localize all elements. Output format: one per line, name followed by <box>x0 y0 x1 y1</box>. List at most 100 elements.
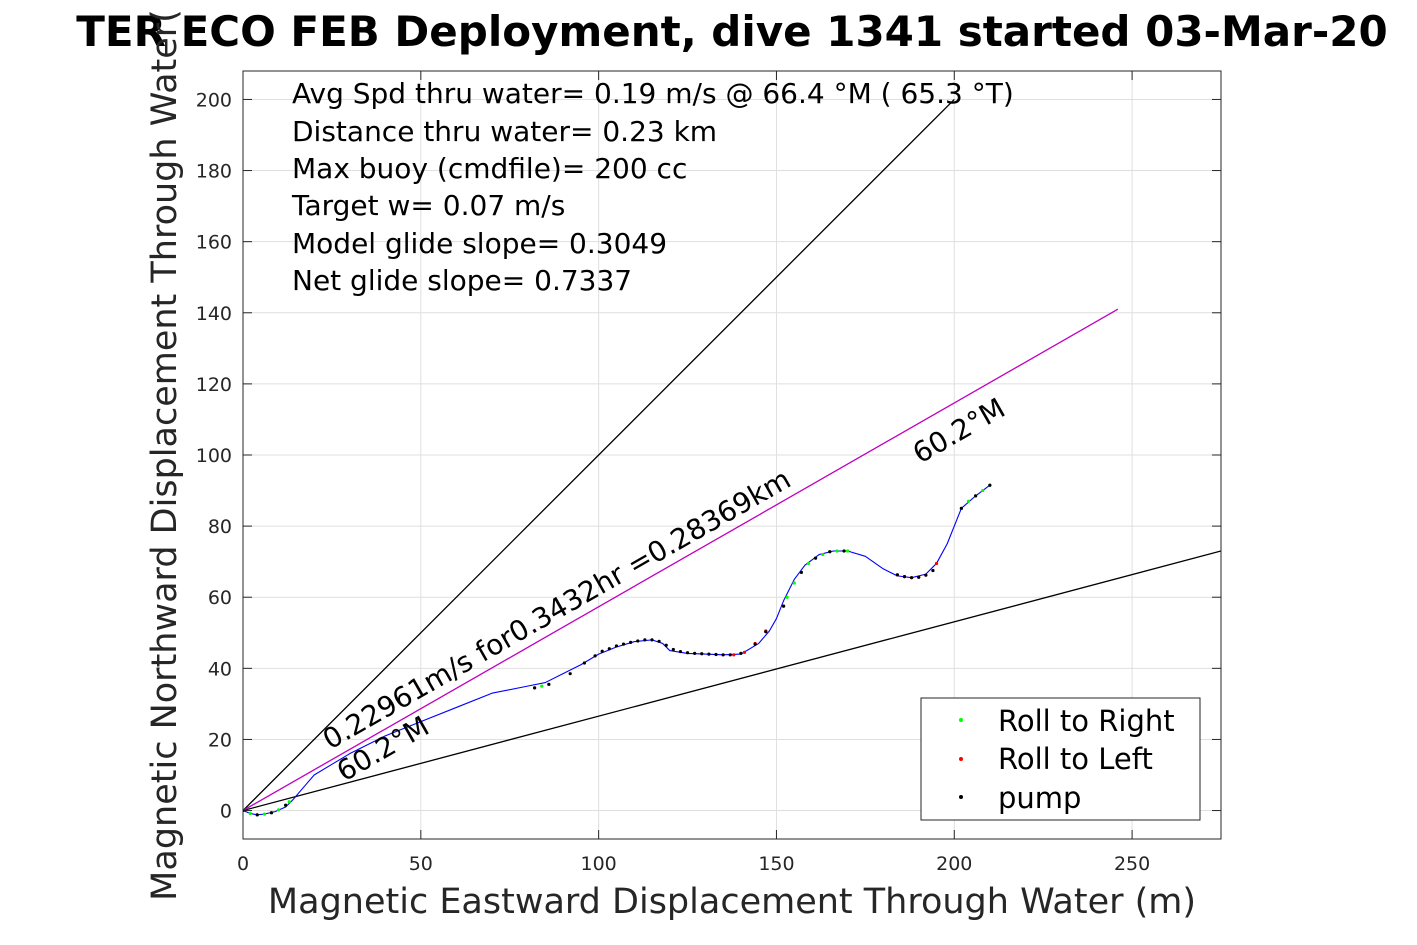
point-pump <box>607 647 611 651</box>
x-tick-label: 150 <box>758 853 794 875</box>
reference-lines <box>243 98 1221 812</box>
stat-distance: Distance thru water= 0.23 km <box>292 115 717 148</box>
point-pump <box>700 652 704 656</box>
point-pump <box>828 550 832 554</box>
point-pump <box>974 494 978 498</box>
point-pump <box>269 811 274 815</box>
point-pump <box>671 647 675 652</box>
y-tick-label: 100 <box>196 445 232 467</box>
point-pump <box>629 640 633 644</box>
y-tick-label: 0 <box>220 801 232 823</box>
point-pump <box>678 650 683 654</box>
x-tick-label: 100 <box>581 853 617 875</box>
point-pump <box>547 682 551 686</box>
point-pump <box>533 686 537 690</box>
point-roll-to-right <box>262 812 266 816</box>
point-pump <box>600 649 604 653</box>
glider-track <box>243 484 991 816</box>
x-tick-label: 250 <box>1114 853 1150 875</box>
point-pump <box>813 556 818 560</box>
point-pump <box>643 638 647 642</box>
point-pump <box>753 642 757 646</box>
reference-line-lower <box>243 550 1221 812</box>
point-pump <box>917 575 921 579</box>
point-pump <box>924 573 928 577</box>
point-pump <box>931 568 935 573</box>
point-roll-to-right <box>845 549 850 553</box>
point-pump <box>284 803 288 807</box>
point-pump <box>842 549 846 553</box>
point-roll-to-right <box>276 808 281 812</box>
point-pump <box>255 813 259 817</box>
point-roll-to-right <box>792 581 796 585</box>
track-markers <box>243 483 992 817</box>
x-tick-label: 0 <box>237 853 249 875</box>
y-axis-label: Magnetic Northward Displacement Through … <box>145 9 185 901</box>
grid-lines <box>242 71 1221 839</box>
track-line <box>243 484 991 816</box>
stat-max-buoy: Max buoy (cmdfile)= 200 cc <box>292 152 687 185</box>
x-axis-ticks: 0 50 100 150 200 250 <box>237 71 1150 875</box>
point-pump <box>895 573 899 577</box>
point-pump <box>714 652 718 657</box>
legend-marker-roll-left <box>959 757 963 761</box>
y-tick-label: 40 <box>208 658 232 680</box>
point-pump <box>781 604 786 608</box>
plot-frame <box>242 70 1222 840</box>
point-roll-to-right <box>981 488 985 493</box>
point-pump <box>959 506 963 510</box>
point-pump <box>721 653 725 657</box>
legend-label-roll-right: Roll to Right <box>998 704 1175 738</box>
legend-marker-pump <box>959 795 963 799</box>
stat-net-glide-slope: Net glide slope= 0.7337 <box>292 264 632 297</box>
stat-model-glide-slope: Model glide slope= 0.3049 <box>292 227 667 260</box>
legend-marker-roll-right <box>959 718 963 722</box>
y-tick-label: 140 <box>196 303 232 325</box>
point-roll-to-right <box>287 800 291 804</box>
point-pump <box>728 653 732 657</box>
y-axis-ticks: 0 20 40 60 80 100 120 140 160 180 200 <box>196 89 1221 823</box>
point-pump <box>685 651 690 655</box>
point-roll-to-right <box>806 561 811 566</box>
speed-line-annotation: 0.22961m/s for0.3432hr =0.28369km <box>317 462 796 756</box>
point-pump <box>664 643 668 647</box>
legend-box <box>920 697 1201 821</box>
point-pump <box>909 576 914 580</box>
point-pump <box>568 672 572 676</box>
point-pump <box>636 639 640 643</box>
point-roll-to-right <box>821 552 825 557</box>
point-roll-to-right <box>248 811 252 816</box>
point-pump <box>657 639 661 643</box>
point-pump <box>621 642 626 646</box>
chart-title: TER ECO FEB Deployment, dive 1341 starte… <box>76 7 1387 56</box>
heading-annotation-high: 60.2°M <box>907 391 1011 470</box>
stat-avg-speed: Avg Spd thru water= 0.19 m/s @ 66.4 °M (… <box>292 77 1014 110</box>
point-pump <box>593 654 597 658</box>
point-roll-to-right <box>540 684 544 688</box>
reference-line-current <box>243 308 1119 812</box>
legend-label-roll-left: Roll to Left <box>998 742 1153 776</box>
point-pump <box>582 661 587 665</box>
y-tick-label: 200 <box>196 89 232 111</box>
reference-line-upper <box>243 98 955 812</box>
legend: Roll to Right Roll to Left pump <box>920 697 1201 821</box>
x-tick-label: 200 <box>936 853 972 875</box>
point-pump <box>614 644 619 648</box>
stat-target-w: Target w= 0.07 m/s <box>291 189 565 222</box>
y-tick-label: 180 <box>196 161 232 183</box>
point-roll-to-right <box>785 595 789 599</box>
y-tick-label: 20 <box>208 729 232 751</box>
x-axis-label: Magnetic Eastward Displacement Through W… <box>268 882 1196 922</box>
point-pump <box>799 570 803 574</box>
point-pump <box>650 638 654 642</box>
point-roll-to-right <box>835 549 839 553</box>
point-pump <box>693 651 697 656</box>
point-roll-to-left <box>934 561 939 566</box>
x-tick-label: 50 <box>409 853 433 875</box>
point-pump <box>988 483 992 487</box>
point-pump <box>764 630 768 634</box>
y-tick-label: 60 <box>208 587 232 609</box>
y-tick-label: 120 <box>196 374 232 396</box>
point-pump <box>902 575 907 579</box>
